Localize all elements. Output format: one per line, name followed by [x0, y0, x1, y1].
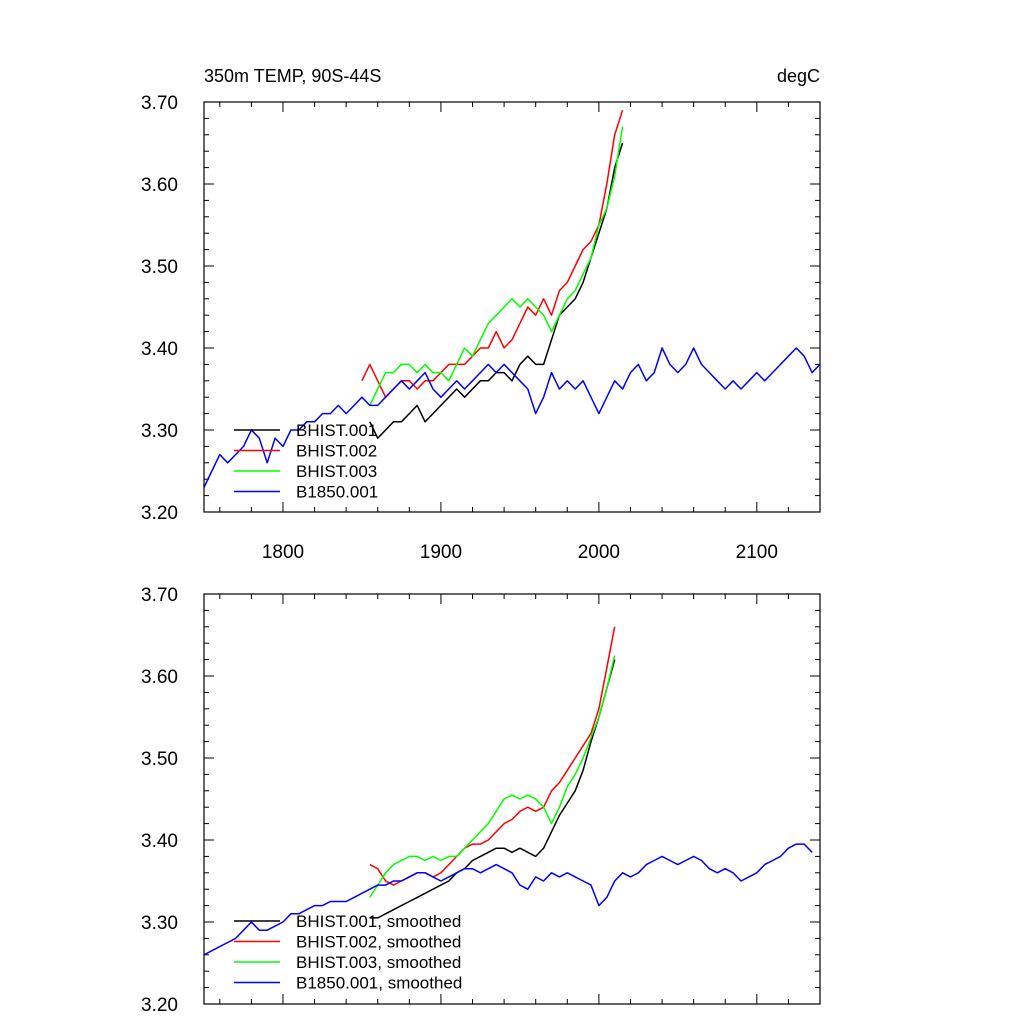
y-tick-label: 3.70 — [141, 585, 178, 606]
x-tick-label: 1800 — [262, 542, 304, 563]
y-tick-label: 3.40 — [141, 831, 178, 852]
y-tick-label: 3.60 — [141, 667, 178, 688]
legend-label: B1850.001 — [296, 483, 378, 502]
legend-label: BHIST.002, smoothed — [296, 933, 461, 952]
y-tick-label: 3.40 — [141, 339, 178, 360]
legend-label: BHIST.001, smoothed — [296, 912, 461, 931]
units-label: degC — [777, 66, 820, 86]
series-line — [369, 655, 616, 898]
y-tick-label: 3.20 — [141, 995, 178, 1016]
plot-frame — [203, 593, 821, 1005]
x-tick-label: 2000 — [578, 542, 620, 563]
legend-label: BHIST.002 — [296, 442, 377, 461]
y-tick-label: 3.50 — [141, 749, 178, 770]
series-line — [361, 109, 624, 398]
plot-frame — [203, 101, 821, 513]
series-line — [369, 142, 624, 439]
bottom-panel-smoothed: 3.20 3.30 3.40 3.50 3.60 3.70 BHIST.001, smoot… — [141, 585, 821, 1016]
x-tick-label: 2100 — [736, 542, 778, 563]
series-line — [369, 126, 624, 406]
legend-label: BHIST.001 — [296, 421, 377, 440]
y-tick-label: 3.50 — [141, 257, 178, 278]
legend-label: B1850.001, smoothed — [296, 974, 462, 993]
top-panel-raw: 3.20 3.30 3.40 3.50 3.60 3.70 1800 1900 2000 2100… — [141, 93, 821, 563]
y-tick-label: 3.20 — [141, 503, 178, 524]
chart-title: 350m TEMP, 90S-44S — [204, 66, 381, 86]
series-line — [369, 659, 616, 919]
y-tick-label: 3.30 — [141, 913, 178, 934]
series-line — [369, 626, 616, 886]
y-tick-label: 3.60 — [141, 175, 178, 196]
y-tick-label: 3.70 — [141, 93, 178, 114]
legend-label: BHIST.003, smoothed — [296, 953, 461, 972]
legend-label: BHIST.003 — [296, 462, 377, 481]
series-line — [204, 347, 820, 488]
x-tick-label: 1900 — [420, 542, 462, 563]
y-tick-label: 3.30 — [141, 421, 178, 442]
series-line — [204, 843, 813, 956]
